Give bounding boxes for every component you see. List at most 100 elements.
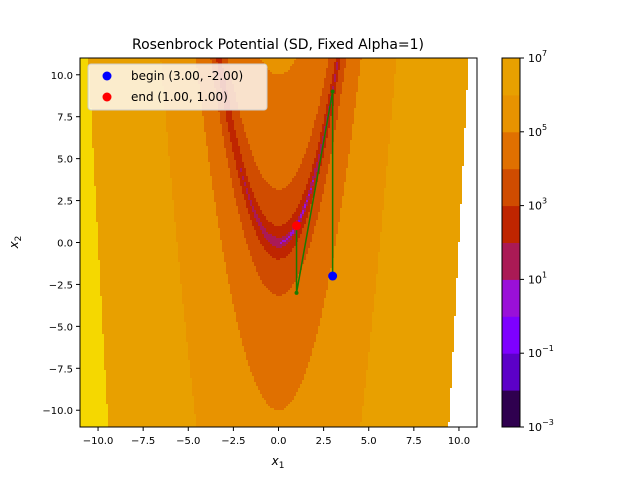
contour-cell bbox=[80, 244, 98, 246]
contour-cell bbox=[100, 290, 182, 292]
contour-cell bbox=[338, 66, 340, 68]
contour-cell bbox=[388, 152, 464, 154]
contour-cell bbox=[166, 110, 202, 112]
contour-cell bbox=[232, 142, 238, 144]
contour-cell bbox=[314, 342, 370, 344]
contour-cell bbox=[80, 366, 104, 368]
contour-cell bbox=[194, 398, 264, 400]
contour-cell bbox=[262, 244, 272, 246]
contour-cell bbox=[80, 256, 98, 258]
contour-cell bbox=[80, 268, 100, 270]
contour-cell bbox=[288, 236, 290, 238]
contour-cell bbox=[246, 190, 248, 192]
contour-cell bbox=[250, 186, 272, 188]
contour-cell bbox=[296, 210, 302, 212]
contour-cell bbox=[80, 334, 104, 336]
contour-cell bbox=[186, 322, 238, 324]
contour-cell bbox=[252, 190, 304, 192]
contour-cell bbox=[80, 248, 98, 250]
contour-cell bbox=[80, 242, 98, 244]
contour-cell bbox=[314, 124, 322, 126]
contour-cell bbox=[102, 306, 184, 308]
contour-cell bbox=[248, 190, 252, 192]
contour-cell bbox=[232, 186, 242, 188]
contour-cell bbox=[236, 136, 246, 138]
contour-cell bbox=[96, 214, 174, 216]
contour-cell bbox=[298, 228, 302, 230]
contour-cell bbox=[228, 164, 236, 166]
contour-cell bbox=[250, 144, 308, 146]
contour-cell bbox=[80, 226, 98, 228]
contour-cell bbox=[376, 284, 456, 286]
contour-cell bbox=[234, 156, 242, 158]
contour-cell bbox=[382, 212, 460, 214]
contour-cell bbox=[336, 120, 354, 122]
contour-cell bbox=[98, 252, 178, 254]
contour-cell bbox=[320, 146, 322, 148]
contour-cell bbox=[244, 164, 256, 166]
path-point bbox=[294, 290, 299, 295]
colorbar-band bbox=[502, 242, 520, 280]
contour-cell bbox=[350, 140, 390, 142]
contour-cell bbox=[308, 202, 312, 204]
contour-cell bbox=[280, 258, 306, 260]
contour-cell bbox=[264, 226, 292, 228]
contour-cell bbox=[360, 60, 396, 62]
contour-cell bbox=[80, 260, 100, 262]
contour-cell bbox=[328, 118, 330, 120]
contour-cell bbox=[264, 178, 292, 180]
contour-cell bbox=[298, 206, 302, 208]
contour-cell bbox=[332, 80, 334, 82]
contour-cell bbox=[218, 222, 242, 224]
contour-cell bbox=[336, 68, 338, 70]
contour-cell bbox=[314, 230, 338, 232]
contour-cell bbox=[106, 372, 190, 374]
contour-cell bbox=[336, 86, 342, 88]
contour-cell bbox=[240, 150, 252, 152]
contour-cell bbox=[336, 64, 338, 66]
contour-cell bbox=[244, 194, 248, 196]
contour-cell bbox=[250, 148, 306, 150]
contour-cell bbox=[358, 80, 394, 82]
contour-cell bbox=[180, 280, 228, 282]
contour-cell bbox=[210, 162, 228, 164]
contour-cell bbox=[232, 150, 240, 152]
contour-cell bbox=[264, 248, 292, 250]
contour-cell bbox=[324, 304, 374, 306]
contour-cell bbox=[328, 134, 334, 136]
contour-cell bbox=[80, 196, 96, 198]
contour-cell bbox=[80, 418, 108, 420]
contour-cell bbox=[226, 268, 256, 270]
contour-cell bbox=[308, 182, 310, 184]
contour-cell bbox=[80, 384, 106, 386]
contour-cell bbox=[384, 194, 462, 196]
contour-cell bbox=[330, 116, 338, 118]
contour-cell bbox=[242, 188, 246, 190]
contour-cell bbox=[96, 210, 174, 212]
contour-cell bbox=[192, 388, 258, 390]
contour-cell bbox=[226, 150, 232, 152]
contour-cell bbox=[364, 388, 450, 390]
contour-cell bbox=[228, 158, 234, 160]
contour-cell bbox=[100, 274, 180, 276]
contour-cell bbox=[318, 178, 326, 180]
contour-cell bbox=[318, 216, 340, 218]
contour-cell bbox=[302, 210, 304, 212]
contour-cell bbox=[96, 190, 172, 192]
contour-cell bbox=[334, 86, 336, 88]
contour-cell bbox=[358, 78, 394, 80]
contour-cell bbox=[240, 214, 250, 216]
contour-cell bbox=[256, 200, 300, 202]
contour-cell bbox=[308, 146, 318, 148]
contour-cell bbox=[254, 226, 260, 228]
contour-cell bbox=[254, 214, 258, 216]
contour-cell bbox=[322, 150, 324, 152]
contour-cell bbox=[384, 198, 462, 200]
contour-cell bbox=[80, 250, 98, 252]
contour-cell bbox=[260, 228, 266, 230]
contour-cell bbox=[80, 372, 106, 374]
contour-cell bbox=[390, 134, 464, 136]
contour-cell bbox=[304, 224, 316, 226]
contour-cell bbox=[268, 232, 288, 234]
